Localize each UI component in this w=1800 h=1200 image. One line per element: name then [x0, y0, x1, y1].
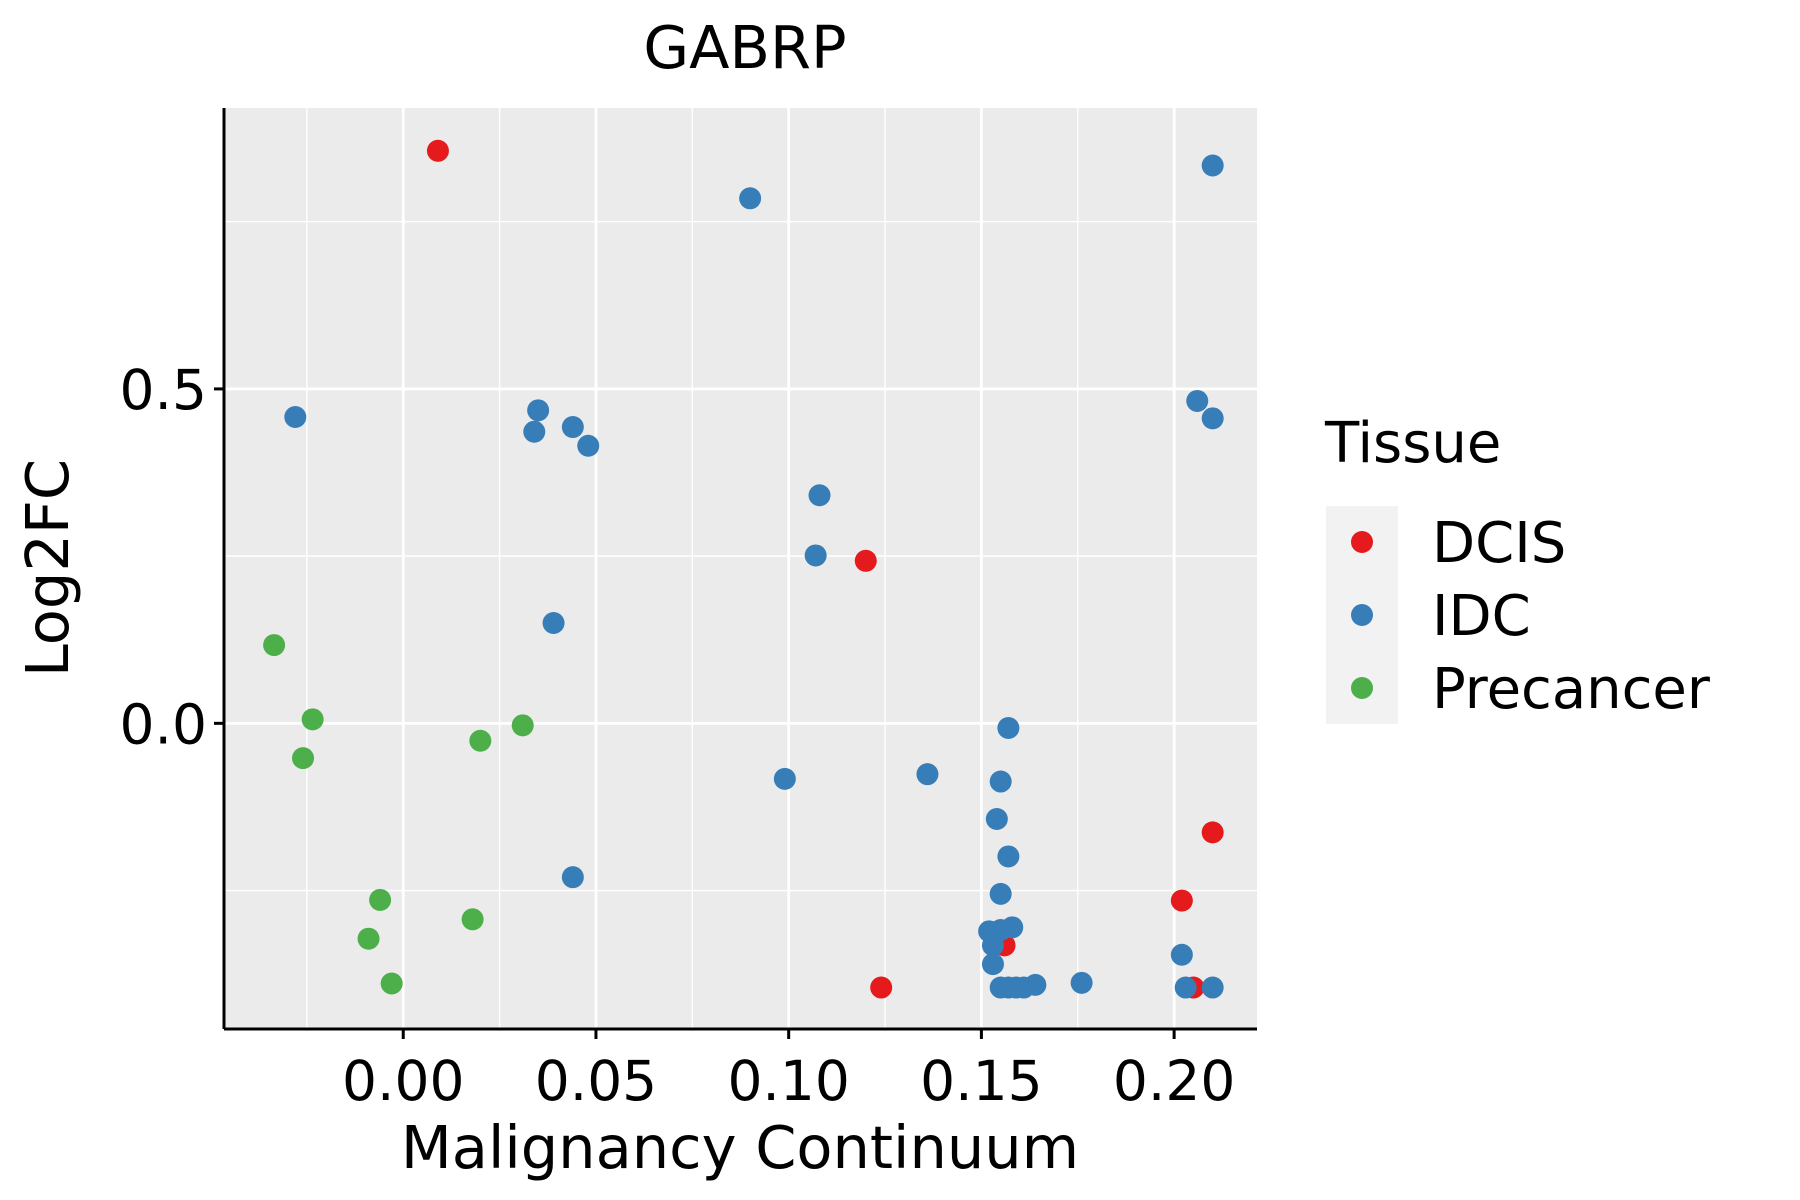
- data-point-idc: [916, 763, 939, 786]
- data-point-idc: [1174, 976, 1197, 999]
- data-point-idc: [577, 434, 600, 457]
- data-point-precancer: [263, 634, 286, 657]
- minor-gridlines: [224, 108, 1257, 1029]
- x-axis-label: Malignancy Continuum: [401, 1113, 1079, 1182]
- data-point-idc: [997, 845, 1020, 868]
- legend-key-precancer: [1351, 677, 1373, 699]
- x-tick-label: 0.15: [920, 1049, 1042, 1113]
- y-tick-label: 0.5: [120, 358, 207, 422]
- data-point-idc: [989, 882, 1012, 905]
- data-point-idc: [1001, 916, 1024, 939]
- data-point-idc: [1201, 976, 1224, 999]
- data-point-dcis: [1170, 889, 1193, 912]
- x-tick-label: 0.10: [727, 1049, 849, 1113]
- y-axis-ticks: 0.0 0.5: [120, 358, 224, 756]
- data-point-idc: [284, 406, 307, 429]
- y-axis-label: Log2FC: [13, 459, 82, 677]
- data-point-idc: [561, 416, 584, 439]
- x-axis-ticks: 0.00 0.05 0.10 0.15 0.20: [342, 1029, 1235, 1113]
- data-point-idc: [981, 953, 1004, 976]
- data-point-idc: [981, 934, 1004, 957]
- data-point-precancer: [461, 908, 484, 931]
- plot-panel: [224, 108, 1257, 1029]
- data-point-idc: [1170, 943, 1193, 966]
- data-point-idc: [1201, 154, 1224, 177]
- x-tick-label: 0.20: [1113, 1049, 1235, 1113]
- data-point-idc: [561, 866, 584, 889]
- legend: Tissue DCIS IDC Precancer: [1324, 411, 1711, 724]
- data-point-dcis: [1201, 821, 1224, 844]
- data-point-idc: [985, 807, 1008, 830]
- x-tick-label: 0.05: [535, 1049, 657, 1113]
- legend-key-idc: [1351, 604, 1373, 626]
- data-point-idc: [739, 187, 762, 210]
- legend-label-precancer: Precancer: [1432, 657, 1711, 722]
- data-points: [263, 139, 1224, 999]
- data-point-idc: [527, 399, 550, 422]
- data-point-idc: [523, 420, 546, 443]
- legend-key-dcis: [1351, 531, 1373, 553]
- data-point-dcis: [870, 976, 893, 999]
- data-point-precancer: [357, 927, 380, 950]
- legend-title: Tissue: [1324, 411, 1501, 476]
- data-point-idc: [808, 484, 831, 507]
- legend-label-dcis: DCIS: [1432, 511, 1566, 576]
- data-point-precancer: [369, 888, 392, 911]
- data-point-idc: [989, 770, 1012, 793]
- data-point-precancer: [469, 729, 492, 752]
- panel-background: [224, 108, 1257, 1029]
- data-point-precancer: [301, 708, 324, 731]
- major-gridlines: [224, 108, 1257, 1029]
- data-point-idc: [1024, 973, 1047, 996]
- data-point-precancer: [511, 714, 534, 737]
- data-point-idc: [773, 767, 796, 790]
- legend-label-idc: IDC: [1432, 584, 1531, 649]
- data-point-precancer: [380, 972, 403, 995]
- chart-title: GABRP: [643, 13, 846, 82]
- data-point-idc: [1201, 407, 1224, 430]
- data-point-idc: [1186, 389, 1209, 412]
- data-point-idc: [1070, 971, 1093, 994]
- legend-items: DCIS IDC Precancer: [1351, 511, 1711, 722]
- y-tick-label: 0.0: [120, 692, 207, 756]
- data-point-idc: [997, 717, 1020, 740]
- data-point-idc: [804, 544, 827, 567]
- data-point-dcis: [854, 549, 877, 572]
- x-tick-label: 0.00: [342, 1049, 464, 1113]
- data-point-precancer: [292, 747, 315, 770]
- data-point-idc: [542, 612, 565, 635]
- data-point-dcis: [426, 139, 449, 162]
